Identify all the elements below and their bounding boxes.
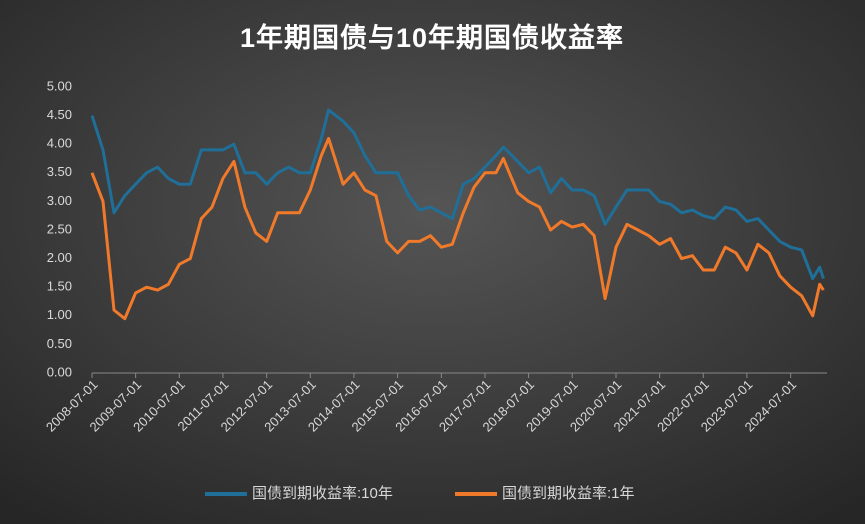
y-tick-label: 0.00 <box>47 364 72 379</box>
series-line <box>90 108 825 281</box>
y-tick-label: 2.00 <box>47 250 72 265</box>
chart-title: 1年期国债与10年期国债收益率 <box>240 22 624 53</box>
y-tick-label: 5.00 <box>47 78 72 93</box>
legend-label: 国债到期收益率:1年 <box>502 485 635 502</box>
y-tick-label: 2.50 <box>47 221 72 236</box>
y-tick-label: 1.50 <box>47 279 72 294</box>
y-tick-label: 4.50 <box>47 107 72 122</box>
series-line <box>90 137 825 321</box>
y-tick-label: 4.00 <box>47 136 72 151</box>
y-tick-label: 3.00 <box>47 193 72 208</box>
y-tick-label: 1.00 <box>47 307 72 322</box>
y-tick-label: 0.50 <box>47 336 72 351</box>
y-tick-label: 3.50 <box>47 164 72 179</box>
legend-label: 国债到期收益率:10年 <box>252 485 393 502</box>
